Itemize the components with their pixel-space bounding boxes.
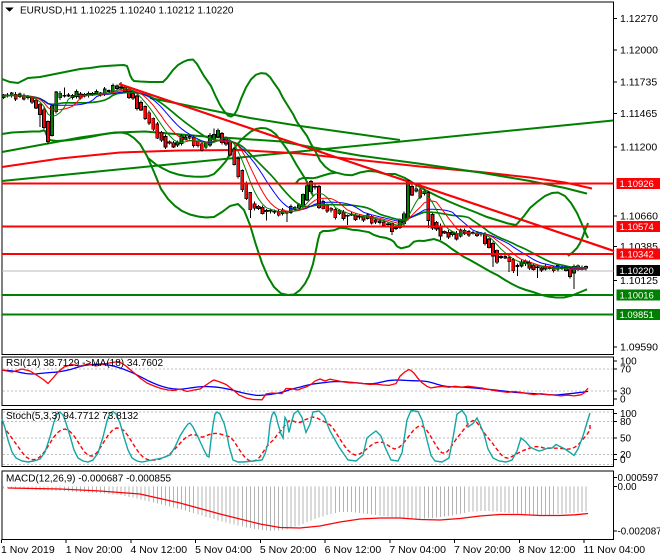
svg-text:5 Nov 04:00: 5 Nov 04:00 <box>195 544 252 556</box>
svg-text:80: 80 <box>620 417 632 428</box>
svg-text:1.10220: 1.10220 <box>620 266 654 277</box>
svg-text:1.10574: 1.10574 <box>620 222 654 233</box>
svg-text:1.09851: 1.09851 <box>620 310 654 321</box>
svg-text:100: 100 <box>620 409 637 420</box>
svg-text:1.11735: 1.11735 <box>620 77 657 89</box>
svg-text:7 Nov 04:00: 7 Nov 04:00 <box>389 544 446 556</box>
svg-text:1.09590: 1.09590 <box>620 342 658 354</box>
svg-text:1.11200: 1.11200 <box>620 142 657 154</box>
svg-text:0.00: 0.00 <box>618 482 638 493</box>
svg-text:1.11465: 1.11465 <box>620 108 657 120</box>
svg-text:8 Nov 12:00: 8 Nov 12:00 <box>519 544 576 556</box>
svg-text:1.10342: 1.10342 <box>620 249 654 260</box>
svg-text:11 Nov 04:00: 11 Nov 04:00 <box>583 544 645 556</box>
svg-text:0: 0 <box>620 455 626 466</box>
svg-text:EURUSD,H1 1.10225 1.10240 1.1: EURUSD,H1 1.10225 1.10240 1.10212 1.1022… <box>20 6 234 17</box>
svg-text:5 Nov 20:00: 5 Nov 20:00 <box>260 544 317 556</box>
svg-text:20: 20 <box>620 450 632 461</box>
svg-text:MACD(12,26,9) -0.000687 -0.000: MACD(12,26,9) -0.000687 -0.000855 <box>6 474 172 485</box>
svg-text:1.12270: 1.12270 <box>620 13 658 25</box>
svg-text:50: 50 <box>620 434 632 445</box>
svg-text:RSI(14) 38.7129 ->MA(18) 34.7: RSI(14) 38.7129 ->MA(18) 34.7602 <box>6 358 163 369</box>
svg-text:1.12000: 1.12000 <box>620 45 658 57</box>
svg-text:1 Nov 2019: 1 Nov 2019 <box>1 544 55 556</box>
svg-text:1.10660: 1.10660 <box>620 211 658 223</box>
svg-text:1.10926: 1.10926 <box>620 179 654 190</box>
svg-text:1.10125: 1.10125 <box>620 275 658 287</box>
svg-text:Stoch(5,3,3) 94.7712 73.8132: Stoch(5,3,3) 94.7712 73.8132 <box>6 411 139 422</box>
svg-text:30: 30 <box>620 387 632 398</box>
svg-text:6 Nov 12:00: 6 Nov 12:00 <box>325 544 382 556</box>
svg-text:70: 70 <box>620 365 632 376</box>
svg-text:1 Nov 20:00: 1 Nov 20:00 <box>66 544 123 556</box>
svg-text:7 Nov 20:00: 7 Nov 20:00 <box>454 544 511 556</box>
svg-text:0: 0 <box>620 395 626 406</box>
svg-text:100: 100 <box>620 357 637 368</box>
svg-text:1.10016: 1.10016 <box>620 290 654 301</box>
svg-text:-0.002087: -0.002087 <box>618 527 660 538</box>
svg-text:4 Nov 12:00: 4 Nov 12:00 <box>130 544 187 556</box>
svg-text:0.000597: 0.000597 <box>618 473 659 484</box>
